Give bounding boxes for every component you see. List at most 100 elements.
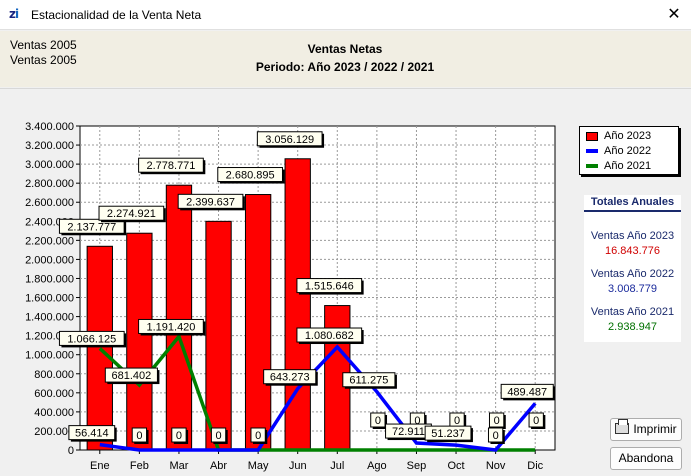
y-tick-label: 200.000 <box>34 426 74 438</box>
x-tick-label: Abr <box>210 460 227 472</box>
data-label-2022: 0 <box>250 427 268 444</box>
data-label-box <box>177 193 244 209</box>
data-label-2023: 0 <box>528 412 546 429</box>
data-label-box <box>171 427 187 443</box>
bar-2023 <box>205 220 232 451</box>
x-tick-label: Ago <box>367 460 387 472</box>
ventas-label-1: Ventas 2005 <box>10 38 77 52</box>
data-label-text: 51.237 <box>431 428 465 440</box>
total-value-2023: 16.843.776 <box>604 245 661 257</box>
data-label-box <box>98 205 165 221</box>
title-bar: zi Estacionalidad de la Venta Neta ✕ <box>0 0 691 30</box>
report-header: Ventas 2005 Ventas 2005 Ventas Netas Per… <box>0 31 691 87</box>
data-label-box <box>58 330 125 346</box>
window-title: Estacionalidad de la Venta Neta <box>31 8 202 22</box>
total-label-2023: Ventas Año 2023 <box>590 230 675 242</box>
data-label-2022: 1.080.682 <box>296 327 364 345</box>
data-label-text: 681.402 <box>111 370 151 382</box>
data-label-text: 2.137.777 <box>67 221 116 233</box>
data-label-2022: 0 <box>210 427 228 444</box>
legend-item-2022: Año 2022 <box>586 145 651 157</box>
data-label-text: 0 <box>176 430 182 442</box>
data-label-box <box>138 157 204 173</box>
data-label-2022: 0 <box>487 427 505 444</box>
y-tick-label: 0 <box>68 445 74 457</box>
x-tick-label: Oct <box>447 460 464 472</box>
data-label-text: 0 <box>493 430 499 442</box>
quit-button[interactable]: Abandona <box>610 447 682 470</box>
legend-item-2023: Año 2023 <box>586 130 651 142</box>
y-tick-label: 3.000.000 <box>25 159 74 171</box>
data-label-text: 72.911 <box>392 426 425 438</box>
data-label-2023: 2.274.921 <box>98 205 166 223</box>
print-button-label: Imprimir <box>633 422 677 436</box>
print-button[interactable]: Imprimir <box>610 418 682 441</box>
data-label-box <box>104 367 158 383</box>
y-tick-label: 1.800.000 <box>25 273 74 285</box>
data-label-box <box>256 131 323 147</box>
data-label-box <box>210 427 227 443</box>
data-label-text: 2.680.895 <box>226 170 275 182</box>
total-value-2022: 3.008.779 <box>608 283 657 295</box>
data-label-box <box>138 318 204 334</box>
data-label-2023: 0 <box>449 412 467 429</box>
y-tick-label: 3.200.000 <box>25 140 74 152</box>
data-label-text: 0 <box>454 415 460 427</box>
close-button[interactable]: ✕ <box>667 6 681 23</box>
data-label-text: 3.056.129 <box>265 134 314 146</box>
data-label-text: 1.191.420 <box>146 321 195 333</box>
legend-line-swatch-icon <box>586 149 598 154</box>
data-label-box <box>131 427 148 443</box>
x-tick-label: Jun <box>289 460 307 472</box>
data-label-box <box>528 412 544 428</box>
data-label-box <box>68 425 116 441</box>
y-tick-label: 2.800.000 <box>25 178 74 190</box>
x-tick-label: Nov <box>486 460 506 472</box>
legend-label: Año 2021 <box>604 160 652 172</box>
data-label-box <box>370 412 386 428</box>
x-tick-label: Mar <box>169 460 188 472</box>
x-tick-label: Ene <box>90 460 110 472</box>
total-label-2022: Ventas Año 2022 <box>590 268 675 280</box>
data-label-2022: 0 <box>131 427 149 444</box>
data-label-2023: 0 <box>370 412 388 429</box>
y-tick-label: 1.600.000 <box>25 293 74 305</box>
bar-2023 <box>165 184 193 451</box>
data-label-2023: 2.680.895 <box>217 167 285 184</box>
data-label-text: 1.080.682 <box>305 330 354 342</box>
ventas-label-2: Ventas 2005 <box>10 53 77 67</box>
data-label-2022: 0 <box>171 427 189 444</box>
y-tick-label: 400.000 <box>34 407 74 419</box>
data-label-box <box>487 427 504 443</box>
y-tick-label: 1.400.000 <box>25 312 74 324</box>
data-label-box <box>263 369 317 385</box>
data-label-2023: 0 <box>488 412 506 429</box>
x-tick-label: Dic <box>527 460 543 472</box>
total-value-2021: 2.938.947 <box>608 321 657 333</box>
data-label-2021: 1.066.125 <box>58 330 127 348</box>
data-label-box <box>250 427 266 443</box>
legend-label: Año 2023 <box>604 130 652 142</box>
data-label-2023: 2.399.637 <box>177 193 245 211</box>
line-2021 <box>98 332 536 452</box>
chart-legend: Año 2023 Año 2022 Año 2021 <box>579 126 679 175</box>
total-label-2021: Ventas Año 2021 <box>590 306 675 318</box>
data-label-2023: 2.137.777 <box>58 218 127 236</box>
data-label-text: 56.414 <box>75 428 109 440</box>
data-label-2022: 56.414 <box>68 425 117 442</box>
x-tick-label: Sep <box>407 460 427 472</box>
data-label-2022: 643.273 <box>263 369 318 386</box>
data-label-text: 2.778.771 <box>146 160 195 172</box>
data-label-text: 0 <box>215 430 221 442</box>
line-2022 <box>99 344 537 452</box>
data-label-text: 1.515.646 <box>305 281 354 293</box>
y-tick-label: 2.600.000 <box>25 197 74 209</box>
data-label-2022: 489.487 <box>500 383 556 401</box>
y-tick-label: 3.400.000 <box>25 121 74 133</box>
data-label-text: 1.066.125 <box>67 333 116 345</box>
chart-period: Periodo: Año 2023 / 2022 / 2021 <box>255 60 435 74</box>
data-label-2023: 1.515.646 <box>296 278 364 295</box>
data-label-box <box>296 327 363 343</box>
data-label-text: 0 <box>375 415 381 427</box>
data-label-text: 2.399.637 <box>186 196 235 208</box>
